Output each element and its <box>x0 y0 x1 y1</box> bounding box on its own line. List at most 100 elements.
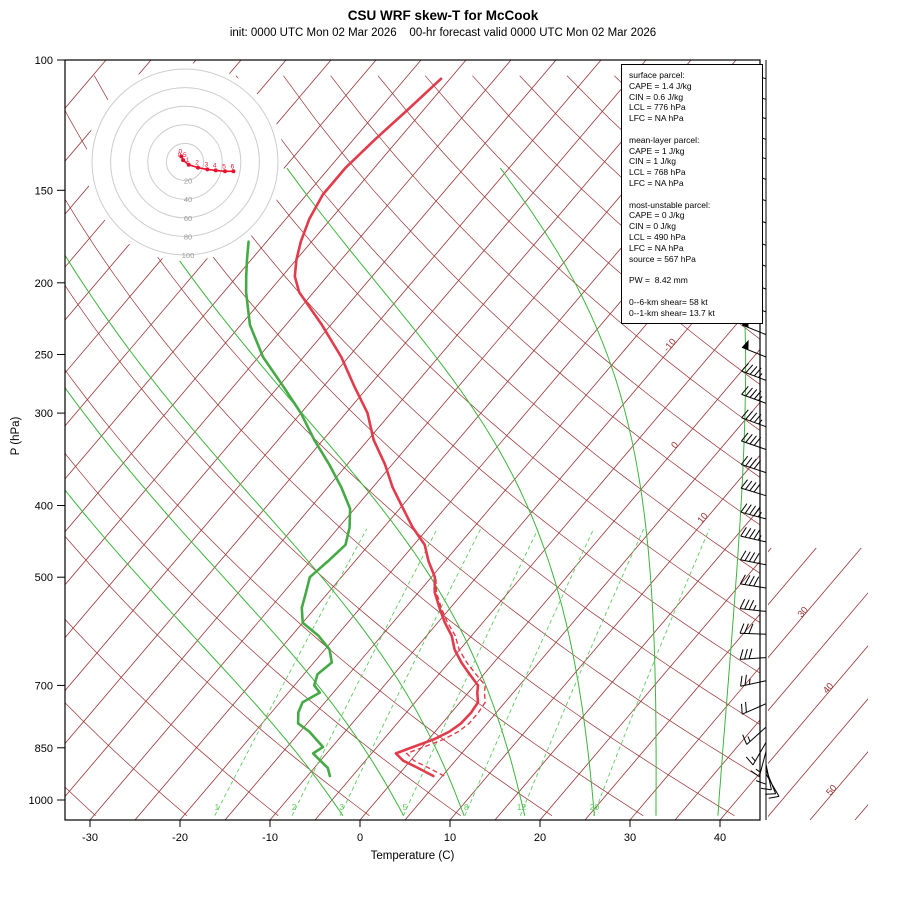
parcel-info-line: 0--1-km shear= 13.7 kt <box>629 307 715 318</box>
info-box-spacer <box>629 124 762 135</box>
hodograph-point-label: 1 <box>186 157 190 164</box>
hodograph-ring <box>147 124 223 200</box>
parcel-info-line: CAPE = 0 J/kg <box>629 210 685 221</box>
temp-tick-label: 10 <box>444 832 456 844</box>
isotherms-margin <box>768 548 868 820</box>
mixing-ratio-label: 8 <box>464 802 469 812</box>
pressure-tick-label: 100 <box>35 55 53 67</box>
temp-tick-label: 40 <box>714 832 726 844</box>
pressure-tick-label: 250 <box>35 350 53 362</box>
isotherm-value-label: -10 <box>662 337 679 355</box>
chart-subtitle: init: 0000 UTC Mon 02 Mar 2026 00-hr for… <box>229 27 657 39</box>
hodograph-point-label: 2 <box>195 160 199 167</box>
parcel-info-line: CIN = 1 J/kg <box>629 156 677 167</box>
parcel-info-line: LFC = NA hPa <box>629 113 684 124</box>
parcel-info-line: CAPE = 1 J/kg <box>629 145 685 156</box>
chart-title: CSU WRF skew-T for McCook <box>347 8 539 23</box>
isotherm-value-label: 10 <box>695 511 710 526</box>
parcel-info-line: most-unstable parcel: <box>629 199 711 210</box>
pressure-tick-label: 1000 <box>29 795 53 807</box>
pressure-tick-label: 400 <box>35 501 53 513</box>
hodograph-ring-label: 80 <box>184 232 192 241</box>
hodograph-point <box>231 169 236 174</box>
isotherm-value-label: 50 <box>824 783 839 798</box>
hodograph-ring <box>91 68 279 256</box>
y-axis-label: P (hPa) <box>10 416 22 456</box>
hodograph: 20 40 60 80 100 00.51 2 3 4 5 6 <box>86 63 284 261</box>
dry-adiabats <box>65 75 760 817</box>
temp-tick-label: 30 <box>624 832 636 844</box>
moist-adiabats <box>65 167 747 816</box>
isotherm-value-label: 30 <box>796 605 811 620</box>
parcel-info-line: 0--6-km shear= 58 kt <box>629 296 708 307</box>
mixing-ratio-label: 1 <box>215 802 220 812</box>
info-box-spacer <box>629 264 762 275</box>
mixing-ratio-labels: 1 2 3 5 8 12 20 <box>215 802 600 812</box>
parcel-info-line: LCL = 768 hPa <box>629 167 686 178</box>
hodograph-point <box>213 168 218 173</box>
pressure-tick-label: 200 <box>35 278 53 290</box>
parcel-info-line: CIN = 0.6 J/kg <box>629 91 684 102</box>
parcel-info-line: LCL = 776 hPa <box>629 102 686 113</box>
mixing-ratio-label: 5 <box>403 802 408 812</box>
hodograph-ring-label: 60 <box>184 214 192 223</box>
hodograph-point-label: 3 <box>204 161 208 168</box>
hodograph-point <box>179 154 184 159</box>
pressure-tick-label: 850 <box>35 743 53 755</box>
isotherm-value-label: 40 <box>821 681 836 696</box>
hodograph-ring-label: 100 <box>182 251 195 260</box>
pressure-tick-label: 500 <box>35 572 53 584</box>
hodograph-ring <box>128 105 242 219</box>
pressure-tick-label: 700 <box>35 680 53 692</box>
hodograph-point <box>223 169 227 174</box>
dewpoint-curve <box>244 240 352 778</box>
info-box-spacer <box>629 286 762 297</box>
parcel-info-line: PW = 8.42 mm <box>629 275 688 286</box>
temp-tick-label: -30 <box>82 832 98 844</box>
parcel-info-line: surface parcel: <box>629 70 685 80</box>
hodograph-ring-label: 40 <box>184 195 192 204</box>
hodograph-point-label: 5 <box>222 163 226 170</box>
hodograph-point <box>196 165 200 170</box>
parcel-info-line: CAPE = 1.4 J/kg <box>629 80 692 91</box>
parcel-info-line: source = 567 hPa <box>629 253 696 264</box>
temp-tick-label: 20 <box>534 832 546 844</box>
pressure-tick-label: 150 <box>35 185 53 197</box>
axis-ticks <box>57 59 721 827</box>
plot-frame <box>64 59 761 821</box>
temp-tick-label: 0 <box>357 832 363 844</box>
hodograph-point <box>186 162 191 167</box>
mixing-ratio-label: 3 <box>339 802 344 812</box>
hodograph-point-label: 6 <box>231 163 235 170</box>
virtual-temperature-curve <box>405 577 486 777</box>
mixing-ratio-label: 20 <box>590 802 600 812</box>
hodograph-ring <box>110 87 260 237</box>
temperature-curve <box>293 77 480 778</box>
parcel-info-line: mean-layer parcel: <box>629 134 700 145</box>
mixing-ratio-label: 2 <box>292 802 297 812</box>
info-box-spacer <box>629 189 762 200</box>
x-axis-label: Temperature (C) <box>370 850 455 862</box>
hodograph-ring-label: 20 <box>184 177 192 186</box>
parcel-info-line: LCL = 490 hPa <box>629 231 686 242</box>
parcel-info-box: surface parcel: CAPE = 1.4 J/kg CIN = 0.6 … <box>621 64 763 325</box>
hodograph-ring <box>165 142 205 182</box>
mixing-ratio-lines <box>214 528 710 816</box>
hodograph-point-label: 0 <box>178 148 182 155</box>
hodograph-point-label: 4 <box>213 162 217 169</box>
parcel-info-line: LFC = NA hPa <box>629 242 684 253</box>
temp-tick-label: -10 <box>262 832 278 844</box>
parcel-info-line: LFC = NA hPa <box>629 177 684 188</box>
isotherm-value-labels: -10 0 10 30 40 50 <box>662 337 840 798</box>
hodograph-point <box>205 167 210 172</box>
mixing-ratio-label: 12 <box>517 802 527 812</box>
hodograph-point-label: 0.5 <box>178 152 187 159</box>
pressure-tick-label: 300 <box>35 408 53 420</box>
parcel-info-line: CIN = 0 J/kg <box>629 221 677 232</box>
hodograph-point <box>181 158 186 163</box>
temp-tick-label: -20 <box>172 832 188 844</box>
isotherm-value-label: 0 <box>669 440 681 451</box>
